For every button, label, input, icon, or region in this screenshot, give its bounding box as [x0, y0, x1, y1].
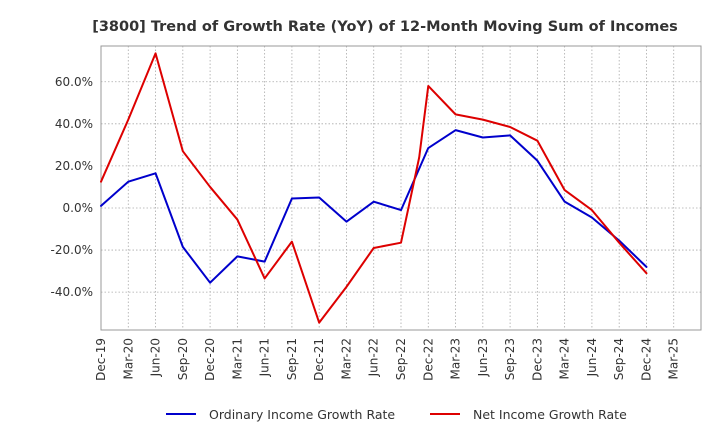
x-tick-label: Jun-21 — [258, 338, 272, 377]
y-tick-label: 0.0% — [63, 201, 94, 215]
x-tick-label: Mar-22 — [339, 338, 353, 379]
y-tick-label: -20.0% — [51, 243, 93, 257]
x-tick-label: Sep-20 — [176, 338, 190, 380]
x-tick-label: Dec-20 — [203, 338, 217, 381]
x-tick-label: Dec-21 — [312, 338, 326, 381]
plot-area — [100, 45, 702, 331]
x-tick-label: Mar-24 — [558, 338, 572, 379]
x-tick-label: Mar-21 — [230, 338, 244, 379]
series-line-1 — [100, 52, 648, 324]
x-tick-label: Sep-23 — [503, 338, 517, 380]
legend: Ordinary Income Growth Rate Net Income G… — [166, 407, 627, 422]
x-tick-label: Dec-22 — [421, 338, 435, 381]
x-tick-label: Dec-23 — [530, 338, 544, 381]
x-tick-label: Sep-24 — [612, 338, 626, 380]
legend-label-net-income: Net Income Growth Rate — [473, 407, 627, 422]
x-tick-label: Mar-23 — [449, 338, 463, 379]
series-line-0 — [100, 129, 648, 284]
y-tick-label: -40.0% — [51, 285, 93, 299]
x-tick-label: Sep-22 — [394, 338, 408, 380]
x-tick-label: Jun-22 — [367, 338, 381, 377]
x-tick-label: Jun-24 — [585, 338, 599, 377]
x-tick-label: Dec-24 — [639, 338, 653, 381]
y-axis: 60.0% 40.0% 20.0% 0.0% -20.0% -40.0% — [51, 75, 93, 299]
y-tick-label: 60.0% — [55, 75, 93, 89]
series-lines — [100, 52, 648, 324]
x-axis: Dec-19 Mar-20 Jun-20 Sep-20 Dec-20 Mar-21 Jun-… — [94, 338, 681, 381]
y-tick-label: 20.0% — [55, 159, 93, 173]
chart-title: [3800] Trend of Growth Rate (YoY) of 12-… — [92, 19, 678, 35]
x-tick-label: Mar-20 — [121, 338, 135, 379]
gridlines — [100, 46, 701, 330]
x-tick-label: Jun-23 — [476, 338, 490, 377]
legend-label-ordinary-income: Ordinary Income Growth Rate — [209, 407, 395, 422]
y-tick-label: 40.0% — [55, 117, 93, 131]
x-tick-label: Sep-21 — [285, 338, 299, 380]
x-tick-label: Jun-20 — [149, 338, 163, 377]
x-tick-label: Mar-25 — [667, 338, 681, 379]
x-tick-label: Dec-19 — [94, 338, 108, 381]
